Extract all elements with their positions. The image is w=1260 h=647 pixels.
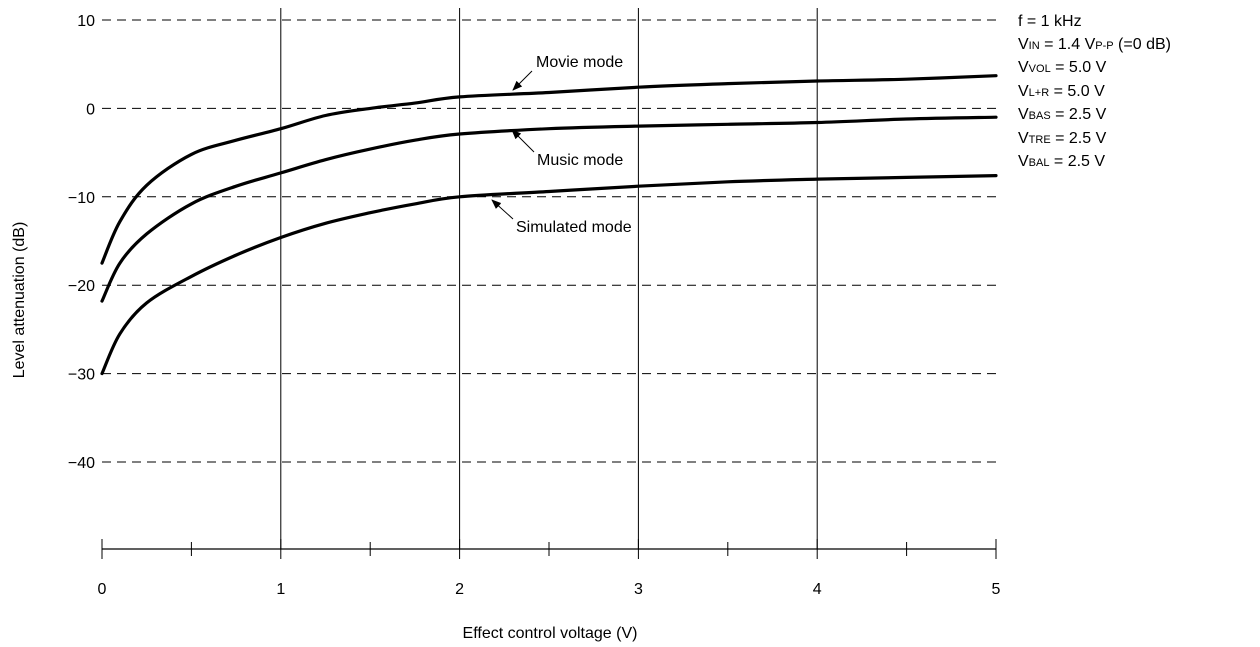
annotation-arrow (512, 70, 533, 91)
y-axis-title: Level attenuation (dB) (11, 222, 28, 379)
x-tick-label: 3 (634, 581, 643, 598)
annotation-arrow (511, 129, 535, 153)
y-tick-label: −10 (68, 190, 95, 207)
condition-f: f = 1 kHz (1018, 13, 1082, 30)
series-annotations: Movie mode Music mode Simulated mode (491, 54, 632, 236)
condition-vbas: VBAS = 2.5 V (1018, 106, 1107, 123)
condition-vtre: VTRE = 2.5 V (1018, 129, 1107, 147)
y-tick-label: −30 (68, 367, 95, 384)
condition-vbal: VBAL = 2.5 V (1018, 153, 1106, 170)
condition-vin: VIN = 1.4 VP-P (=0 dB) (1018, 35, 1171, 53)
series-movie-mode (100, 74, 998, 265)
y-tick-label: −20 (68, 278, 95, 295)
x-axis-title: Effect control voltage (V) (463, 625, 638, 642)
y-tick-label: −40 (68, 455, 95, 472)
condition-vlr: VL+R = 5.0 V (1018, 82, 1105, 100)
label-music-mode: Music mode (537, 152, 623, 169)
y-tick-label: 10 (77, 13, 95, 30)
x-tick-label: 2 (455, 581, 464, 598)
x-axis: 0 1 2 3 4 5 (98, 539, 1001, 598)
annotation-arrow (491, 199, 514, 220)
label-simulated-mode: Simulated mode (516, 219, 632, 236)
test-conditions: f = 1 kHz VIN = 1.4 VP-P (=0 dB) VVOL = 5.… (1018, 11, 1171, 175)
grid: 10 0 −10 −20 −30 −40 (68, 8, 996, 549)
series-music-mode (100, 115, 998, 303)
condition-vvol: VVOL = 5.0 V (1018, 59, 1107, 76)
series-simulated-mode (100, 174, 998, 376)
attenuation-chart: 10 0 −10 −20 −30 −40 0 1 2 3 4 5 Movie mode Music m… (11, 8, 1001, 642)
label-movie-mode: Movie mode (536, 54, 623, 71)
series-lines (100, 74, 998, 376)
y-tick-label: 0 (86, 101, 95, 118)
x-tick-label: 5 (992, 581, 1001, 598)
x-tick-label: 0 (98, 581, 107, 598)
x-tick-label: 1 (276, 581, 285, 598)
x-tick-label: 4 (813, 581, 822, 598)
